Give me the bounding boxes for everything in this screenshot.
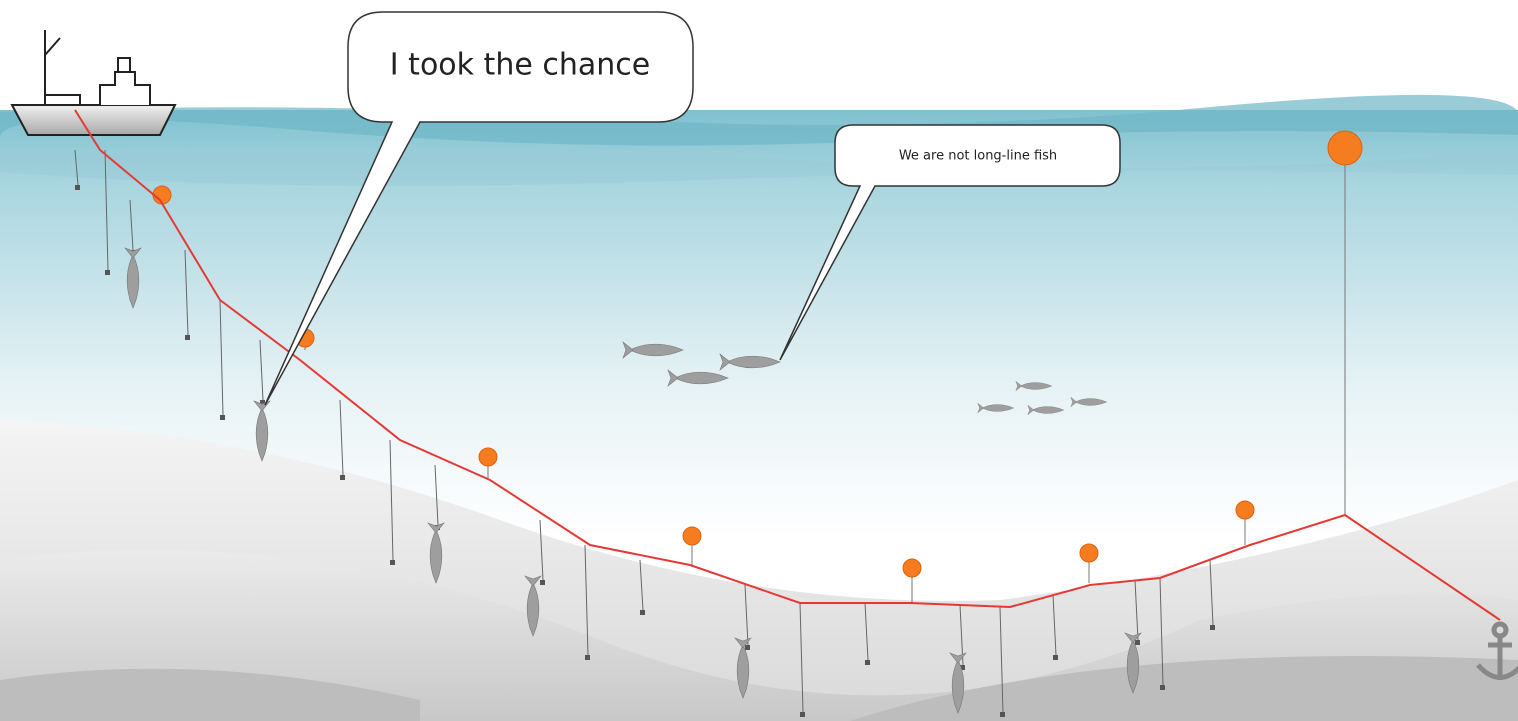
hook	[1135, 640, 1140, 645]
hook	[1000, 712, 1005, 717]
buoy	[1080, 544, 1098, 562]
hook	[540, 580, 545, 585]
hook	[745, 645, 750, 650]
hook	[105, 270, 110, 275]
buoy	[479, 448, 497, 466]
bubble-text: I took the chance	[390, 48, 650, 83]
buoy	[153, 186, 171, 204]
buoy	[683, 527, 701, 545]
buoy	[1236, 501, 1254, 519]
hook	[1160, 685, 1165, 690]
hook	[800, 712, 805, 717]
hook	[640, 610, 645, 615]
buoy	[903, 559, 921, 577]
hook	[220, 415, 225, 420]
hook	[865, 660, 870, 665]
page: I took the chance We are not long-line f…	[0, 0, 1518, 721]
hook	[340, 475, 345, 480]
hook	[585, 655, 590, 660]
hook	[1053, 655, 1058, 660]
hook	[185, 335, 190, 340]
bubble-text: We are not long-line fish	[899, 149, 1057, 164]
illustration: I took the chance We are not long-line f…	[0, 0, 1518, 721]
hook	[1210, 625, 1215, 630]
hook	[390, 560, 395, 565]
hook	[75, 185, 80, 190]
buoy	[1328, 131, 1362, 165]
